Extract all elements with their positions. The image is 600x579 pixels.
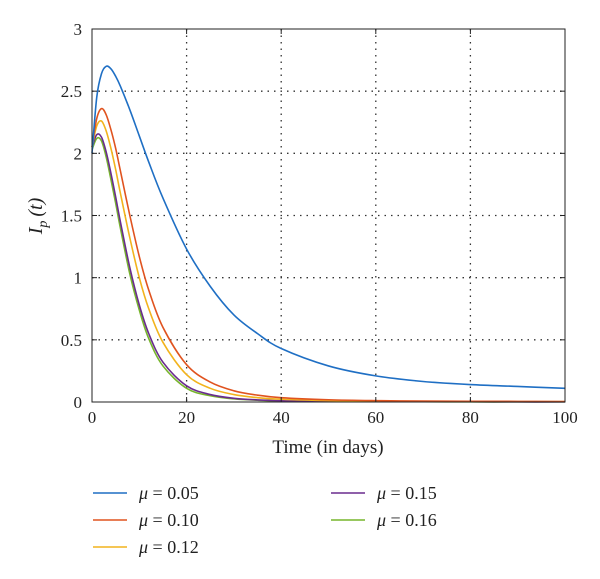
y-tick-label: 2 — [74, 144, 83, 163]
x-tick-label: 60 — [367, 408, 384, 427]
legend-item-1: μ = 0.10 — [93, 510, 199, 530]
x-tick-label: 0 — [88, 408, 97, 427]
y-axis-label-subscript: p — [36, 221, 51, 229]
y-axis-label-rest: (t) — [25, 197, 47, 216]
series-line-1 — [91, 107, 566, 403]
legend-label: μ = 0.05 — [138, 483, 199, 503]
legend-label: μ = 0.10 — [138, 510, 199, 530]
legend-item-4: μ = 0.16 — [331, 510, 437, 530]
y-tick-label: 0 — [74, 393, 83, 412]
y-tick-label: 3 — [74, 20, 83, 39]
legend-label-symbol: μ — [376, 510, 386, 530]
y-axis-label: Ip (t) — [25, 197, 51, 235]
legend-label-value: = 0.15 — [386, 483, 437, 503]
legend-label: μ = 0.15 — [376, 483, 437, 503]
y-axis-label-main: I — [25, 226, 47, 235]
legend-label-symbol: μ — [138, 483, 148, 503]
y-tick-label: 1.5 — [61, 207, 82, 226]
legend-label-symbol: μ — [376, 483, 386, 503]
legend-item-3: μ = 0.15 — [331, 483, 437, 503]
legend-label: μ = 0.12 — [138, 537, 199, 557]
x-tick-label: 40 — [273, 408, 290, 427]
y-tick-label: 2.5 — [61, 82, 82, 101]
grid-lines — [92, 29, 565, 402]
x-tick-label: 20 — [178, 408, 195, 427]
legend-item-2: μ = 0.12 — [93, 537, 199, 557]
x-tick-label: 100 — [552, 408, 578, 427]
legend-label-symbol: μ — [138, 510, 148, 530]
series-line-3 — [91, 133, 566, 403]
y-tick-label: 0.5 — [61, 331, 82, 350]
y-tick-label: 1 — [74, 269, 83, 288]
x-tick-label: 80 — [462, 408, 479, 427]
x-axis-ticks: 0 20 40 60 80 100 — [88, 29, 578, 427]
legend-label-symbol: μ — [138, 537, 148, 557]
legend-item-0: μ = 0.05 — [93, 483, 199, 503]
legend-label-value: = 0.16 — [386, 510, 437, 530]
series-line-0 — [91, 65, 566, 390]
legend-label-value: = 0.10 — [148, 510, 199, 530]
legend-label: μ = 0.16 — [376, 510, 437, 530]
legend: μ = 0.05μ = 0.10μ = 0.12μ = 0.15μ = 0.16 — [93, 483, 437, 557]
series-lines — [91, 65, 566, 403]
series-line-2 — [91, 120, 566, 403]
y-axis-ticks: 0 0.5 1 1.5 2 2.5 3 — [61, 20, 565, 412]
x-axis-label: Time (in days) — [272, 437, 383, 458]
legend-label-value: = 0.12 — [148, 537, 199, 557]
plot-frame — [91, 28, 566, 403]
legend-label-value: = 0.05 — [148, 483, 199, 503]
